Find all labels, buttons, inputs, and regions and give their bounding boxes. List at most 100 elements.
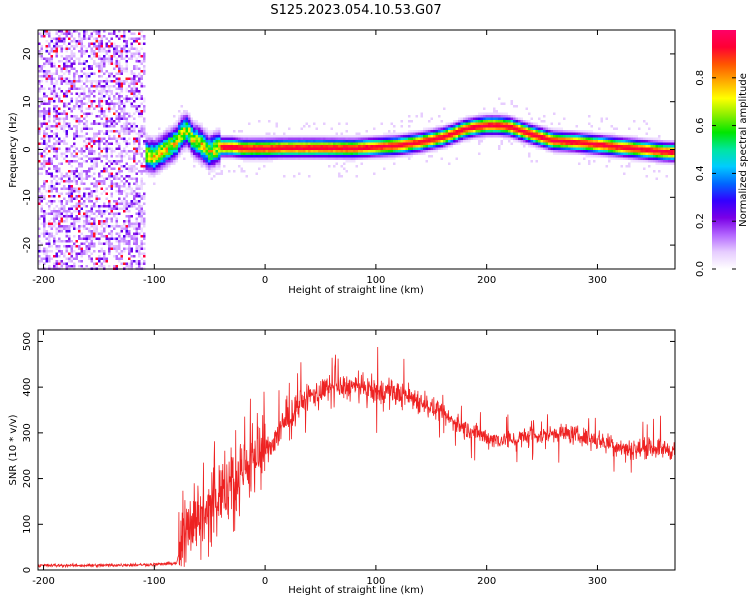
- spectrogram-cell-2526: [183, 132, 186, 135]
- spectrogram-cell-1969: [130, 215, 133, 218]
- spectrogram-cell-1582: [113, 150, 116, 153]
- spectrogram-cell-620: [65, 247, 68, 250]
- spectrogram-cell-629: [68, 42, 71, 45]
- spectrogram-cell-4359: [573, 137, 576, 140]
- spectrogram-cell-3539: [388, 157, 391, 160]
- spectrogram-cell-1995: [133, 87, 136, 90]
- spectrogram-cell-2436: [170, 140, 173, 143]
- spectrogram-cell-2849: [235, 150, 238, 153]
- spectrogram-cell-1257: [98, 92, 101, 95]
- spectrogram-cell-3966: [485, 120, 488, 123]
- spectrogram-cell-4487: [600, 147, 603, 150]
- spectrogram-cell-1887: [128, 82, 131, 85]
- spectrogram-cell-1085: [88, 257, 91, 260]
- spectrogram-cell-82: [40, 205, 43, 208]
- spectrogram-cell-4150: [525, 132, 528, 135]
- spectrogram-cell-196: [45, 260, 48, 263]
- spectrogram-cell-3099: [290, 142, 293, 145]
- spectrogram-cell-1500: [108, 247, 111, 250]
- spectrogram-cell-4146: [525, 122, 528, 125]
- spectrogram-cell-2242: [143, 195, 146, 198]
- spectrogram-cell-567: [65, 30, 68, 33]
- spectrogram-cell-2618: [195, 160, 198, 163]
- spectrogram-cell-2834: [233, 140, 236, 143]
- spectrogram-cell-4622: [630, 150, 633, 153]
- spectrogram-cell-2290: [148, 165, 151, 168]
- spectrogram-cell-4813: [673, 160, 676, 163]
- spectrogram-cell-4635: [633, 152, 636, 155]
- spectrogram-cell-3916: [475, 117, 478, 120]
- spectrogram-cell-3867: [463, 127, 466, 130]
- spectrogram-cell-3689: [423, 130, 426, 133]
- spectrogram-cell-1820: [123, 240, 126, 243]
- spectrogram-cell-3890: [468, 130, 471, 133]
- spectrogram-cell-1296: [100, 37, 103, 40]
- spectrogram-cell-526: [63, 57, 66, 60]
- spectrogram-cell-2945: [255, 157, 258, 160]
- spectrogram-cell-2090: [135, 247, 138, 250]
- spectrogram-cell-351: [53, 222, 56, 225]
- spectrogram-cell-2569: [190, 120, 193, 123]
- spectrogram-cell-4540: [613, 137, 616, 140]
- spectrogram-cell-3281: [333, 142, 336, 145]
- spectrogram-cell-4404: [583, 145, 586, 148]
- spectrogram-cell-2422: [168, 147, 171, 150]
- spectrogram-cell-3671: [418, 142, 421, 145]
- spectrogram-cell-3172: [308, 135, 311, 138]
- spectrogram-cell-3074: [283, 175, 286, 178]
- spectrogram-cell-4369: [575, 135, 578, 138]
- spectrogram-cell-1337: [100, 210, 103, 213]
- spectrogram-cell-4218: [540, 132, 543, 135]
- spectrogram-cell-4583: [623, 140, 626, 143]
- spectrogram-cell-1292: [98, 257, 101, 260]
- spectrogram-cell-4089: [513, 105, 516, 108]
- spectrogram-cell-93: [43, 30, 46, 33]
- spectrogram-cell-371: [55, 67, 58, 70]
- spectrogram-cell-3407: [358, 152, 361, 155]
- spectrogram-cell-4108: [515, 132, 518, 135]
- spectrogram-cell-2450: [173, 130, 176, 133]
- spectrogram-cell-4022: [498, 125, 501, 128]
- spectrogram-cell-3029: [273, 155, 276, 158]
- spectrogram-cell-2507: [180, 130, 183, 133]
- spectrogram-cell-38: [38, 235, 41, 238]
- spectrogram-cell-312: [53, 65, 56, 68]
- spectrogram-cell-935: [80, 265, 83, 268]
- spectrogram-cell-2707: [210, 135, 213, 138]
- spectrogram-cell-3613: [405, 145, 408, 148]
- spectrogram-cell-986: [85, 30, 88, 33]
- spectrogram-cell-2680: [205, 152, 208, 155]
- spectrogram-cell-26: [38, 160, 41, 163]
- spectrogram-cell-381: [55, 112, 58, 115]
- spectrogram-cell-800: [75, 120, 78, 123]
- spectrogram-cell-500: [60, 187, 63, 190]
- spectrogram-cell-3397: [355, 165, 358, 168]
- spectrogram-cell-4541: [613, 140, 616, 143]
- spectrogram-cell-2732: [213, 152, 216, 155]
- spectrogram-cell-1668: [118, 70, 121, 73]
- spectrogram-cell-1562: [113, 50, 116, 53]
- spectrogram-cell-1299: [100, 45, 103, 48]
- spectrogram-cell-4222: [540, 142, 543, 145]
- spectrogram-cell-2775: [218, 167, 221, 170]
- spectrogram-cell-3302: [338, 135, 341, 138]
- spectrogram-cell-4026: [498, 135, 501, 138]
- spectrogram-cell-828: [75, 245, 78, 248]
- spectrogram-cell-4528: [610, 137, 613, 140]
- spectrogram-cell-2781: [220, 145, 223, 148]
- spectrogram-cell-1421: [105, 120, 108, 123]
- spectrogram-cell-1087: [90, 32, 93, 35]
- spectrogram-cell-2133: [138, 202, 141, 205]
- spectrogram-cell-4571: [620, 137, 623, 140]
- spectrogram-cell-176: [45, 147, 48, 150]
- spectrogram-cell-155: [45, 47, 48, 50]
- spectrogram-cell-1770: [120, 257, 123, 260]
- spectrogram-cell-4652: [638, 140, 641, 143]
- spectrogram-cell-4179: [530, 145, 533, 148]
- spectrogram-cell-2115: [138, 127, 141, 130]
- spectrogram-cell-2871: [240, 147, 243, 150]
- spectrogram-cell-4494: [603, 140, 606, 143]
- spectrogram-cell-3371: [350, 152, 353, 155]
- spectrogram-cell-3927: [478, 117, 481, 120]
- spectrogram-cell-1470: [108, 102, 111, 105]
